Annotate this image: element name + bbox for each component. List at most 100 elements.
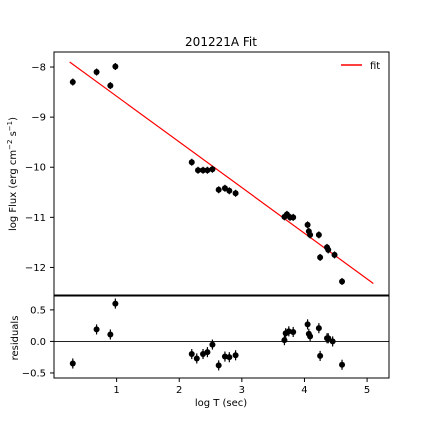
flux-point-marker (69, 79, 76, 86)
residual-point-marker (290, 328, 297, 335)
residual-point (285, 326, 292, 337)
flux-point (93, 68, 100, 76)
residual-point (304, 319, 311, 330)
flux-point (226, 187, 233, 195)
residual-point (69, 358, 76, 369)
fit-line (69, 61, 374, 284)
residual-point-marker (112, 300, 119, 307)
flux-point (200, 166, 207, 174)
residual-point (204, 347, 211, 358)
residual-point-marker (215, 362, 222, 369)
residual-point (317, 350, 324, 361)
residuals-y-axis: 0.5 0.0 −0.5 (22, 305, 54, 379)
flux-point-marker (221, 185, 228, 192)
flux-point-marker (112, 63, 119, 70)
flux-y-tick-label: −11 (25, 213, 46, 224)
residual-point-marker (329, 338, 336, 345)
x-tick-label: 3 (239, 385, 245, 396)
x-tick-label: 4 (301, 385, 307, 396)
residuals-plot-frame (53, 295, 390, 379)
x-tick-label: 1 (113, 385, 119, 396)
flux-point-marker (215, 186, 222, 193)
residual-point-marker (204, 349, 211, 356)
residual-point (329, 336, 336, 347)
residual-point (290, 326, 297, 337)
flux-point (188, 158, 195, 166)
residual-point (339, 359, 346, 370)
residual-point-marker (307, 333, 314, 340)
flux-point (232, 189, 239, 197)
flux-point (290, 213, 297, 221)
residual-point-marker (315, 325, 322, 332)
flux-y-axis-title-sup2: −1 (6, 121, 14, 131)
flux-point (204, 166, 211, 174)
residual-point (281, 335, 288, 346)
flux-point (215, 186, 222, 194)
residual-point (221, 351, 228, 362)
flux-point (339, 277, 346, 285)
residual-point-marker (325, 335, 332, 342)
flux-point (107, 82, 114, 90)
residual-point-marker (193, 355, 200, 362)
residual-point-marker (232, 352, 239, 359)
residual-point-marker (209, 341, 216, 348)
flux-y-axis-title-mid: s (8, 131, 19, 139)
residual-point (226, 352, 233, 363)
residuals-y-tick-label: −0.5 (22, 368, 46, 379)
flux-panel: −8 −9 −10 −11 −12 fit log Flux (erg cm−2 s−1… (6, 51, 390, 296)
flux-y-axis-title-main: log Flux (erg cm (8, 150, 19, 231)
flux-y-axis-title-end: ) (8, 117, 19, 121)
flux-point (331, 251, 338, 259)
flux-y-axis: −8 −9 −10 −11 −12 (25, 63, 54, 274)
flux-point-marker (188, 159, 195, 166)
residual-point (193, 353, 200, 364)
flux-point-marker (290, 214, 297, 221)
residual-point (93, 324, 100, 335)
residual-point-marker (188, 351, 195, 358)
flux-y-axis-title: log Flux (erg cm−2 s−1) (6, 117, 19, 231)
flux-point-marker (331, 251, 338, 258)
flux-point-marker (304, 221, 311, 228)
chart-title: 201221A Fit (185, 35, 257, 49)
residual-point-marker (69, 360, 76, 367)
flux-plot-frame (53, 51, 390, 296)
x-tick-label: 5 (364, 385, 370, 396)
x-axis-title: log T (sec) (195, 398, 247, 409)
flux-point (221, 184, 228, 192)
residuals-y-tick-label: 0.5 (30, 305, 46, 316)
residual-point (307, 331, 314, 342)
flux-point (317, 253, 324, 261)
residual-point (315, 323, 322, 334)
residuals-panel: 0.5 0.0 −0.5 residuals (10, 295, 390, 379)
legend: fit (341, 61, 380, 72)
flux-point-marker (226, 187, 233, 194)
flux-point (307, 231, 314, 239)
flux-point (195, 166, 202, 174)
flux-point (304, 221, 311, 229)
flux-y-tick-label: −9 (31, 113, 46, 124)
flux-point-marker (232, 190, 239, 197)
flux-point-marker (209, 166, 216, 173)
residual-point-marker (304, 321, 311, 328)
residual-point-marker (285, 328, 292, 335)
residual-point (112, 298, 119, 309)
residuals-y-tick-label: 0.0 (30, 337, 46, 348)
flux-point-marker (107, 82, 114, 89)
residual-point-marker (221, 353, 228, 360)
residual-point-marker (226, 354, 233, 361)
residual-point (188, 348, 195, 360)
flux-point-marker (315, 231, 322, 238)
flux-point-marker (325, 246, 332, 253)
flux-point-marker (93, 69, 100, 76)
flux-point-marker (195, 167, 202, 174)
flux-y-axis-title-sup1: −2 (6, 140, 14, 150)
residual-point (215, 360, 222, 371)
flux-point (209, 165, 216, 173)
residual-point (232, 350, 239, 361)
flux-point (112, 63, 119, 71)
flux-point-marker (204, 167, 211, 174)
flux-y-tick-label: −8 (31, 63, 46, 74)
residual-point (325, 333, 332, 344)
legend-fit-label: fit (370, 61, 380, 72)
